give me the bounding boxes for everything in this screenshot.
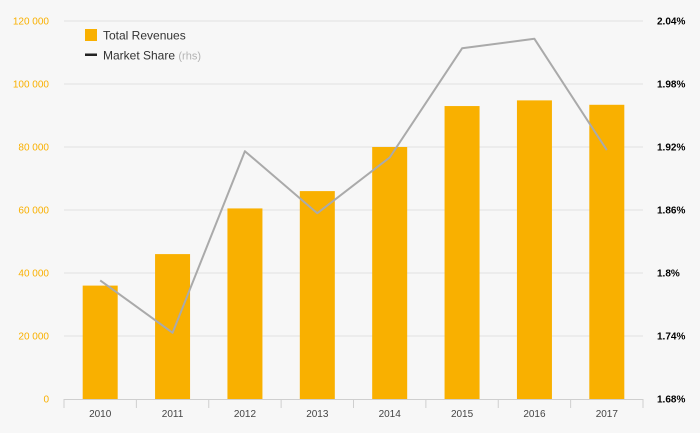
bar-total-revenues-2010 [82,285,118,399]
bar-total-revenues-2017 [589,104,625,399]
right-axis-tick-label: 1.68% [657,395,685,406]
revenue-bars [82,100,625,400]
right-axis-tick-label: 1.8% [657,269,680,280]
left-axis-tick-label: 80 000 [18,143,49,154]
bar-total-revenues-2014 [372,147,408,399]
left-axis-tick-label: 0 [43,395,49,406]
bar-total-revenues-2015 [444,106,480,400]
bar-total-revenues-2012 [227,208,263,399]
x-axis-tick-label: 2013 [306,409,329,420]
right-axis-tick-label: 1.86% [657,206,685,217]
legend-label-market-share-suffix: (rhs) [178,51,201,63]
right-axis-tick-label: 1.92% [657,143,685,154]
axes: 0 20 000 40 000 60 000 80 000 100 000 120 000 1… [13,17,686,421]
x-axis-tick-label: 2015 [451,409,474,420]
right-axis-tick-label: 2.04% [657,17,685,28]
legend-swatch-total-revenues [85,29,97,41]
bar-total-revenues-2011 [155,254,191,399]
left-axis-tick-label: 60 000 [18,206,49,217]
bar-total-revenues-2013 [299,191,335,399]
right-axis-tick-label: 1.98% [657,80,685,91]
market-share-line-group [99,37,608,334]
legend-label-market-share-text: Market Share [103,49,178,63]
gridlines [64,20,643,337]
left-axis-tick-label: 120 000 [13,17,50,28]
legend-swatch-market-share [85,53,97,56]
x-axis-tick-label: 2014 [379,409,402,420]
x-axis-tick-label: 2016 [523,409,546,420]
line-market-share [99,37,608,334]
x-axis-tick-label: 2011 [162,409,184,420]
right-axis-tick-label: 1.74% [657,332,685,343]
x-axis-tick-label: 2010 [89,409,112,420]
left-axis-tick-label: 100 000 [13,80,50,91]
legend-label-market-share: Market Share (rhs) [103,49,201,63]
bar-total-revenues-2016 [516,100,552,399]
x-axis-tick-label: 2012 [234,409,257,420]
left-axis-tick-label: 20 000 [18,332,49,343]
x-axis-tick-label: 2017 [596,409,619,420]
legend-label-total-revenues: Total Revenues [103,29,186,43]
legend: Total Revenues Market Share (rhs) [85,29,201,63]
left-axis-tick-label: 40 000 [18,269,49,280]
